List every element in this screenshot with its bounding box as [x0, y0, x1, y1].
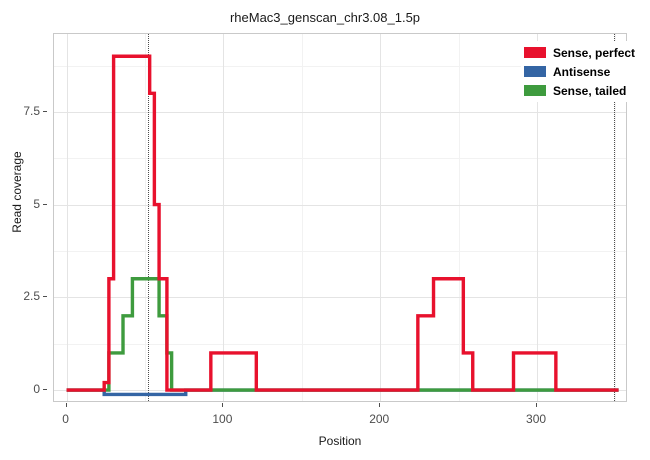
- x-tick-mark: [65, 403, 67, 407]
- series-layer: [66, 54, 619, 397]
- cds-end-marker: [613, 34, 615, 401]
- gridline-vertical: [66, 34, 68, 401]
- x-tick-mark: [222, 403, 224, 407]
- legend-item[interactable]: Sense, perfect: [524, 43, 635, 62]
- x-tick-label: 300: [526, 412, 547, 426]
- y-tick-label: 0: [33, 382, 40, 397]
- gridline-vertical-minor: [458, 34, 460, 401]
- x-tick-mark: [379, 403, 381, 407]
- gridline-horizontal: [54, 111, 626, 113]
- gridline-vertical-minor: [301, 34, 303, 401]
- legend-item-label: Sense, tailed: [553, 83, 627, 98]
- y-tick-mark: [43, 296, 47, 298]
- y-tick-label: 5: [33, 196, 40, 211]
- gridline-horizontal-minor: [54, 158, 626, 160]
- gridline-vertical: [380, 34, 382, 401]
- x-tick-mark: [536, 403, 538, 407]
- gridline-horizontal: [54, 297, 626, 299]
- gridline-horizontal-minor: [54, 65, 626, 67]
- x-tick-label: 100: [212, 412, 233, 426]
- y-axis-title: Read coverage: [10, 151, 24, 233]
- series-line: [66, 54, 619, 392]
- chart-title: rheMac3_genscan_chr3.08_1.5p: [229, 10, 421, 25]
- y-tick-label: 2.5: [23, 289, 40, 304]
- y-tick-label: 7.5: [23, 103, 40, 118]
- y-tick-mark: [43, 110, 47, 112]
- legend-item-label: Antisense: [553, 64, 611, 79]
- legend-item[interactable]: Antisense: [524, 62, 635, 81]
- legend-swatch-icon: [524, 66, 546, 77]
- legend-swatch-icon: [524, 47, 546, 58]
- gridline-vertical: [223, 34, 225, 401]
- x-tick-label: 0: [62, 412, 69, 426]
- gridline-horizontal-minor: [54, 343, 626, 345]
- legend-item[interactable]: Sense, tailed: [524, 81, 635, 100]
- series-line: [66, 277, 619, 392]
- x-axis: 0 100 200 300: [53, 403, 627, 433]
- legend: Sense, perfect Antisense Sense, tailed: [521, 41, 639, 102]
- y-tick-mark: [43, 203, 47, 205]
- y-axis: 0 2.5 5 7.5: [0, 33, 47, 402]
- gridline-vertical-minor: [615, 34, 617, 401]
- gridline-vertical: [537, 34, 539, 401]
- legend-item-label: Sense, perfect: [553, 45, 636, 60]
- cds-start-marker: [148, 34, 150, 401]
- x-tick-label: 200: [369, 412, 390, 426]
- x-axis-title: Position: [318, 434, 362, 448]
- gridline-vertical-minor: [144, 34, 146, 401]
- legend-swatch-icon: [524, 85, 546, 96]
- y-tick-mark: [43, 389, 47, 391]
- gridline-horizontal: [54, 204, 626, 206]
- gridline-horizontal-minor: [54, 250, 626, 252]
